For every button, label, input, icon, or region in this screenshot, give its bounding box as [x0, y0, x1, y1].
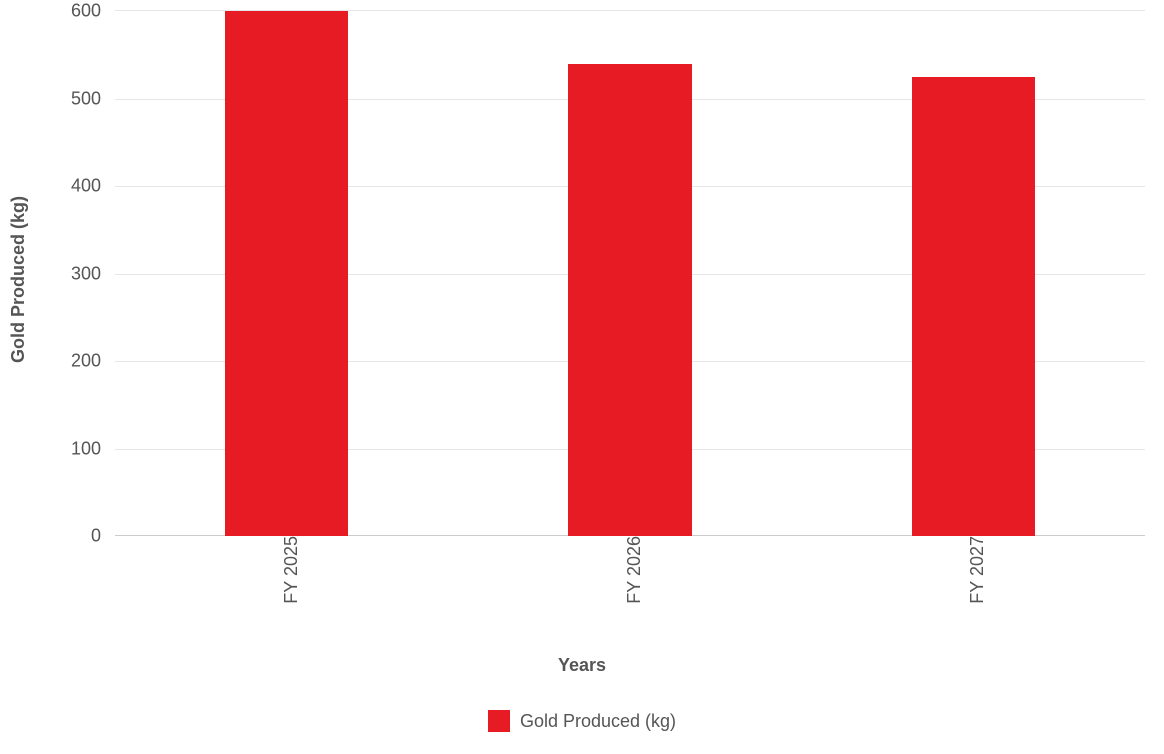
plot-area: 0100200300400500600FY 2025FY 2026FY 2027 — [115, 10, 1145, 536]
y-tick-label: 200 — [71, 351, 115, 372]
y-tick-label: 300 — [71, 263, 115, 284]
y-tick-label: 400 — [71, 176, 115, 197]
legend-swatch — [488, 710, 510, 732]
y-tick-label: 600 — [71, 1, 115, 22]
legend-label: Gold Produced (kg) — [520, 711, 676, 732]
legend: Gold Produced (kg) — [0, 710, 1164, 737]
bar — [912, 77, 1036, 536]
y-tick-label: 500 — [71, 88, 115, 109]
y-tick-label: 0 — [91, 526, 115, 547]
legend-item: Gold Produced (kg) — [488, 710, 676, 732]
y-axis-label: Gold Produced (kg) — [8, 195, 29, 362]
bar — [568, 64, 692, 537]
x-tick-label: FY 2026 — [614, 536, 645, 604]
bar-chart: Gold Produced (kg) 0100200300400500600FY… — [0, 0, 1164, 754]
y-tick-label: 100 — [71, 438, 115, 459]
x-tick-label: FY 2027 — [957, 536, 988, 604]
x-tick-label: FY 2025 — [271, 536, 302, 604]
x-axis-label: Years — [0, 655, 1164, 676]
bar — [225, 11, 349, 536]
